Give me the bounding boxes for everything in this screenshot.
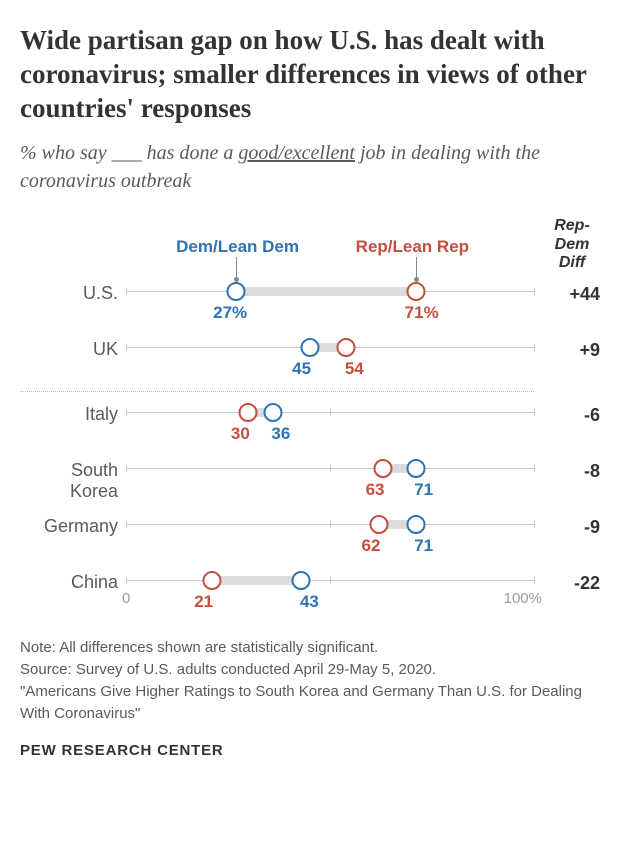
- dem-value-label: 36: [271, 424, 290, 444]
- rep-value-label: 62: [361, 536, 380, 556]
- note-line: Note: All differences shown are statisti…: [20, 637, 600, 659]
- diff-value: -22: [544, 567, 600, 623]
- diff-header: Rep- Dem Diff: [544, 217, 600, 272]
- chart-row: Germany 62 71: [20, 510, 534, 566]
- dem-value-label: 27%: [213, 303, 247, 323]
- rep-value-label: 30: [231, 424, 250, 444]
- rep-dot: [406, 282, 425, 301]
- chart-row: UK 45 54: [20, 333, 534, 389]
- diff-header-l3: Diff: [559, 254, 585, 271]
- diff-column: Rep- Dem Diff +44+9 -6-8-9-22: [544, 217, 600, 623]
- chart-row: U.S. 27% 71%: [20, 277, 534, 333]
- footer-attribution: PEW RESEARCH CENTER: [20, 742, 600, 759]
- row-label: China: [20, 566, 126, 593]
- row-plot: 21430100%: [126, 566, 534, 622]
- dem-value-label: 71: [414, 536, 433, 556]
- diff-value: +44: [544, 278, 600, 334]
- dem-value-label: 45: [292, 359, 311, 379]
- report-line: "Americans Give Higher Ratings to South …: [20, 681, 600, 725]
- rep-dot: [369, 515, 388, 534]
- chart-title: Wide partisan gap on how U.S. has dealt …: [20, 24, 600, 125]
- rep-dot: [202, 571, 221, 590]
- dem-dot: [406, 459, 425, 478]
- dem-value-label: 43: [300, 592, 319, 612]
- dem-value-label: 71: [414, 480, 433, 500]
- chart-rows: Dem/Lean Dem Rep/Lean Rep U.S. 27% 71% UK 45 54…: [20, 217, 534, 623]
- section-divider: [20, 391, 534, 392]
- rep-dot: [239, 403, 258, 422]
- diff-value: +9: [544, 334, 600, 390]
- rep-value-label: 71%: [405, 303, 439, 323]
- dem-dot: [292, 571, 311, 590]
- row-label: UK: [20, 333, 126, 360]
- rep-legend-label: Rep/Lean Rep: [356, 237, 469, 257]
- rep-value-label: 54: [345, 359, 364, 379]
- dem-dot: [227, 282, 246, 301]
- row-label: U.S.: [20, 277, 126, 304]
- subtitle-pre: % who say ___ has done a: [20, 142, 238, 164]
- row-plot: 62 71: [126, 510, 534, 566]
- chart: Dem/Lean Dem Rep/Lean Rep U.S. 27% 71% UK 45 54…: [20, 217, 600, 623]
- rep-value-label: 63: [366, 480, 385, 500]
- rep-dot: [374, 459, 393, 478]
- dem-dot: [406, 515, 425, 534]
- row-plot: 27% 71%: [126, 277, 534, 333]
- chart-notes: Note: All differences shown are statisti…: [20, 637, 600, 724]
- row-plot: 30 36: [126, 398, 534, 454]
- chart-row: China21430100%: [20, 566, 534, 622]
- chart-row: Italy 30 36: [20, 398, 534, 454]
- dem-dot: [263, 403, 282, 422]
- scale-max: 100%: [504, 590, 542, 607]
- chart-subtitle: % who say ___ has done a good/excellent …: [20, 139, 600, 195]
- rep-dot: [337, 338, 356, 357]
- rep-pointer: [416, 257, 417, 279]
- diff-header-l1: Rep-: [554, 217, 590, 234]
- dem-pointer: [236, 257, 237, 279]
- diff-header-l2: Dem: [555, 236, 590, 253]
- row-label: South Korea: [20, 454, 126, 502]
- chart-row: South Korea 63 71: [20, 454, 534, 510]
- diff-value: -8: [544, 455, 600, 511]
- row-label: Italy: [20, 398, 126, 425]
- subtitle-underline: good/excellent: [238, 142, 355, 164]
- dem-dot: [300, 338, 319, 357]
- row-plot: 63 71: [126, 454, 534, 510]
- dem-legend-label: Dem/Lean Dem: [176, 237, 299, 257]
- row-plot: 45 54: [126, 333, 534, 389]
- diff-value: -6: [544, 399, 600, 455]
- scale-min: 0: [122, 590, 130, 607]
- row-label: Germany: [20, 510, 126, 537]
- diff-value: -9: [544, 511, 600, 567]
- rep-value-label: 21: [194, 592, 213, 612]
- source-line: Source: Survey of U.S. adults conducted …: [20, 659, 600, 681]
